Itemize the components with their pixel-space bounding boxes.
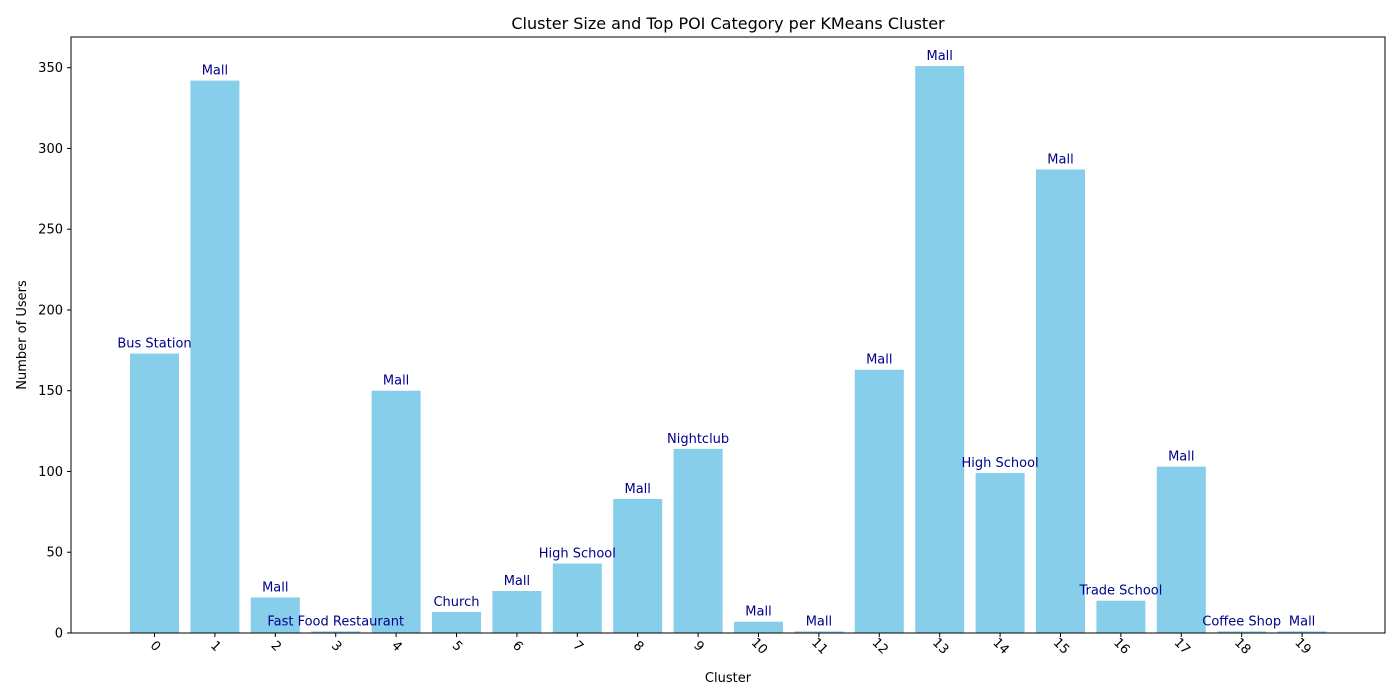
y-tick-label: 100	[38, 465, 63, 480]
bar-cluster-15	[1036, 169, 1085, 633]
y-tick-label: 350	[38, 61, 63, 76]
bar-label-cluster-18: Coffee Shop	[1202, 614, 1281, 629]
x-tick-label: 2	[268, 638, 284, 654]
bar-label-cluster-3: Fast Food Restaurant	[267, 614, 404, 629]
x-tick-label: 17	[1171, 635, 1193, 657]
bar-label-cluster-5: Church	[433, 595, 479, 610]
y-axis-ticks: 0 50 100 150 200 250 300 350	[38, 61, 71, 642]
x-tick-label: 4	[388, 638, 404, 654]
bar-label-cluster-14: High School	[962, 456, 1039, 471]
x-tick-label: 11	[808, 635, 830, 657]
y-tick-label: 250	[38, 223, 63, 238]
x-axis-ticks: 0 1 2 3 4 5 6 7 8 9 10 11 12 13 14 15 16 17 18 19	[147, 633, 1314, 658]
x-tick-label: 9	[690, 638, 706, 654]
x-tick-label: 16	[1110, 635, 1132, 657]
bar-label-cluster-6: Mall	[504, 574, 530, 589]
bar-label-cluster-15: Mall	[1047, 152, 1073, 167]
bar-label-cluster-7: High School	[539, 547, 616, 562]
x-tick-label: 1	[207, 638, 223, 654]
bar-label-cluster-8: Mall	[624, 482, 650, 497]
y-tick-label: 0	[55, 627, 63, 642]
bar-label-cluster-10: Mall	[745, 605, 771, 620]
x-tick-label: 15	[1050, 635, 1072, 657]
x-tick-label: 3	[328, 638, 344, 654]
x-axis-label: Cluster	[705, 671, 752, 686]
bar-cluster-2	[250, 597, 300, 633]
x-tick-label: 0	[147, 638, 163, 654]
bar-label-cluster-19: Mall	[1289, 614, 1315, 629]
x-tick-label: 19	[1291, 635, 1313, 657]
bar-cluster-9	[673, 448, 723, 633]
y-tick-label: 200	[38, 303, 63, 318]
bar-cluster-14	[975, 473, 1025, 633]
x-tick-label: 10	[748, 635, 770, 657]
x-tick-label: 14	[989, 635, 1011, 657]
bar-cluster-1	[190, 80, 240, 634]
bar-cluster-7	[552, 563, 602, 633]
y-axis-label: Number of Users	[15, 280, 30, 390]
x-tick-label: 7	[570, 638, 586, 654]
bar-cluster-18	[1217, 631, 1267, 633]
chart-title: Cluster Size and Top POI Category per KM…	[511, 14, 945, 33]
bar-label-cluster-12: Mall	[866, 353, 892, 368]
bar-label-cluster-0: Bus Station	[117, 337, 191, 352]
bar-cluster-19	[1277, 631, 1327, 633]
y-tick-label: 50	[46, 546, 63, 561]
bar-cluster-4	[371, 390, 421, 633]
bar-cluster-16	[1096, 600, 1146, 633]
bar-label-cluster-17: Mall	[1168, 450, 1194, 465]
bar-label-cluster-2: Mall	[262, 580, 288, 595]
bars-group	[130, 66, 1327, 634]
x-tick-label: 13	[929, 635, 951, 657]
bar-cluster-3	[311, 631, 361, 633]
bar-label-cluster-16: Trade School	[1078, 584, 1162, 599]
bar-cluster-0	[130, 353, 179, 633]
bar-label-cluster-9: Nightclub	[667, 432, 729, 447]
x-tick-label: 5	[449, 638, 465, 654]
bar-cluster-10	[734, 621, 783, 633]
bar-cluster-17	[1156, 466, 1206, 633]
bar-cluster-12	[854, 369, 904, 633]
x-tick-label: 6	[509, 638, 525, 654]
y-tick-label: 300	[38, 142, 63, 157]
bar-label-cluster-1: Mall	[202, 64, 228, 79]
bar-cluster-13	[915, 66, 965, 633]
bar-label-cluster-11: Mall	[806, 614, 832, 629]
bar-label-cluster-4: Mall	[383, 374, 409, 389]
bar-cluster-8	[613, 498, 663, 633]
bar-labels-group: Bus Station Mall Mall Fast Food Restaurant M…	[117, 49, 1315, 629]
bar-cluster-5	[432, 612, 481, 633]
plot-frame	[70, 36, 1386, 634]
x-tick-label: 18	[1231, 635, 1253, 657]
y-tick-label: 150	[38, 384, 63, 399]
x-tick-label: 8	[630, 638, 646, 654]
bar-cluster-6	[492, 591, 542, 633]
x-tick-label: 12	[869, 635, 891, 657]
bar-label-cluster-13: Mall	[926, 49, 952, 64]
bar-cluster-11	[794, 631, 844, 633]
